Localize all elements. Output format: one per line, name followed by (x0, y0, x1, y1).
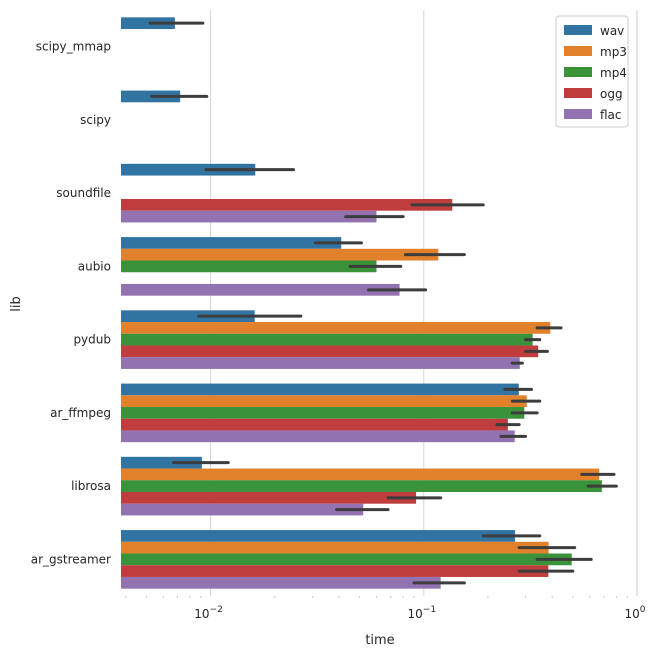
bar-wav (121, 383, 519, 396)
error-bars-layer (148, 21, 618, 585)
legend-label: mp3 (600, 45, 627, 59)
x-tick-exponent: −2 (210, 605, 223, 615)
bar-mp3 (121, 468, 600, 481)
bar-ogg (121, 345, 539, 358)
legend-label: flac (600, 108, 622, 122)
legend-swatch-wav (564, 25, 592, 35)
y-tick-label: scipy_mmap (36, 40, 111, 54)
bar-wav (121, 17, 175, 30)
bar-ogg (121, 565, 549, 577)
x-axis-label: time (365, 633, 394, 648)
legend: wav mp3 mp4 ogg flac (555, 15, 629, 128)
bar-mp3 (121, 395, 527, 408)
x-tick-base: 10 (194, 607, 209, 621)
legend-swatch-ogg (564, 88, 592, 98)
bar-wav (121, 310, 255, 323)
bar-flac (121, 430, 515, 443)
y-tick-label: ar_ffmpeg (50, 406, 111, 420)
bar-mp4 (121, 260, 377, 273)
y-tick-label: pydub (73, 333, 111, 347)
bar-mp4 (121, 407, 525, 419)
x-tick-label: 10−1 (408, 605, 437, 621)
bar-wav (121, 530, 516, 542)
bar-wav (121, 163, 256, 176)
bars-layer (121, 17, 602, 589)
x-tick-label: 100 (624, 605, 645, 621)
bar-flac (121, 357, 520, 369)
bar-mp4 (121, 333, 533, 346)
bar-ogg (121, 198, 453, 211)
y-tick-label: soundfile (56, 186, 111, 200)
bar-ogg (121, 418, 508, 431)
bar-flac (121, 210, 377, 223)
x-tick-base: 10 (408, 607, 423, 621)
legend-swatch-flac (564, 109, 592, 119)
bar-wav (121, 237, 342, 249)
legend-swatch-mp4 (564, 67, 592, 77)
legend-swatch-mp3 (564, 46, 592, 56)
bar-flac (121, 576, 441, 589)
bar-flac (121, 503, 364, 516)
legend-label: mp4 (600, 66, 627, 80)
bar-wav (121, 456, 202, 469)
bar-flac (121, 283, 400, 296)
y-tick-label: aubio (78, 259, 111, 273)
x-tick-base: 10 (624, 607, 639, 621)
bar-mp4 (121, 553, 572, 566)
bar-mp3 (121, 322, 551, 334)
legend-label: ogg (600, 87, 623, 101)
x-tick-label: 10−2 (194, 605, 223, 621)
x-tick-exponent: −1 (423, 605, 436, 615)
x-tick-exponent: 0 (640, 605, 646, 615)
bar-ogg (121, 491, 417, 504)
axes-layer: 10−2 10−1 100scipy_mmapscipysoundfileaubio… (31, 10, 646, 621)
bar-mp3 (121, 541, 549, 554)
y-tick-label: scipy (80, 113, 111, 127)
bar-mp3 (121, 248, 439, 261)
y-tick-label: ar_gstreamer (31, 552, 111, 566)
legend-label: wav (600, 24, 624, 38)
bar-mp4 (121, 480, 602, 492)
y-tick-label: librosa (71, 479, 111, 493)
y-axis-label: lib (9, 296, 24, 311)
